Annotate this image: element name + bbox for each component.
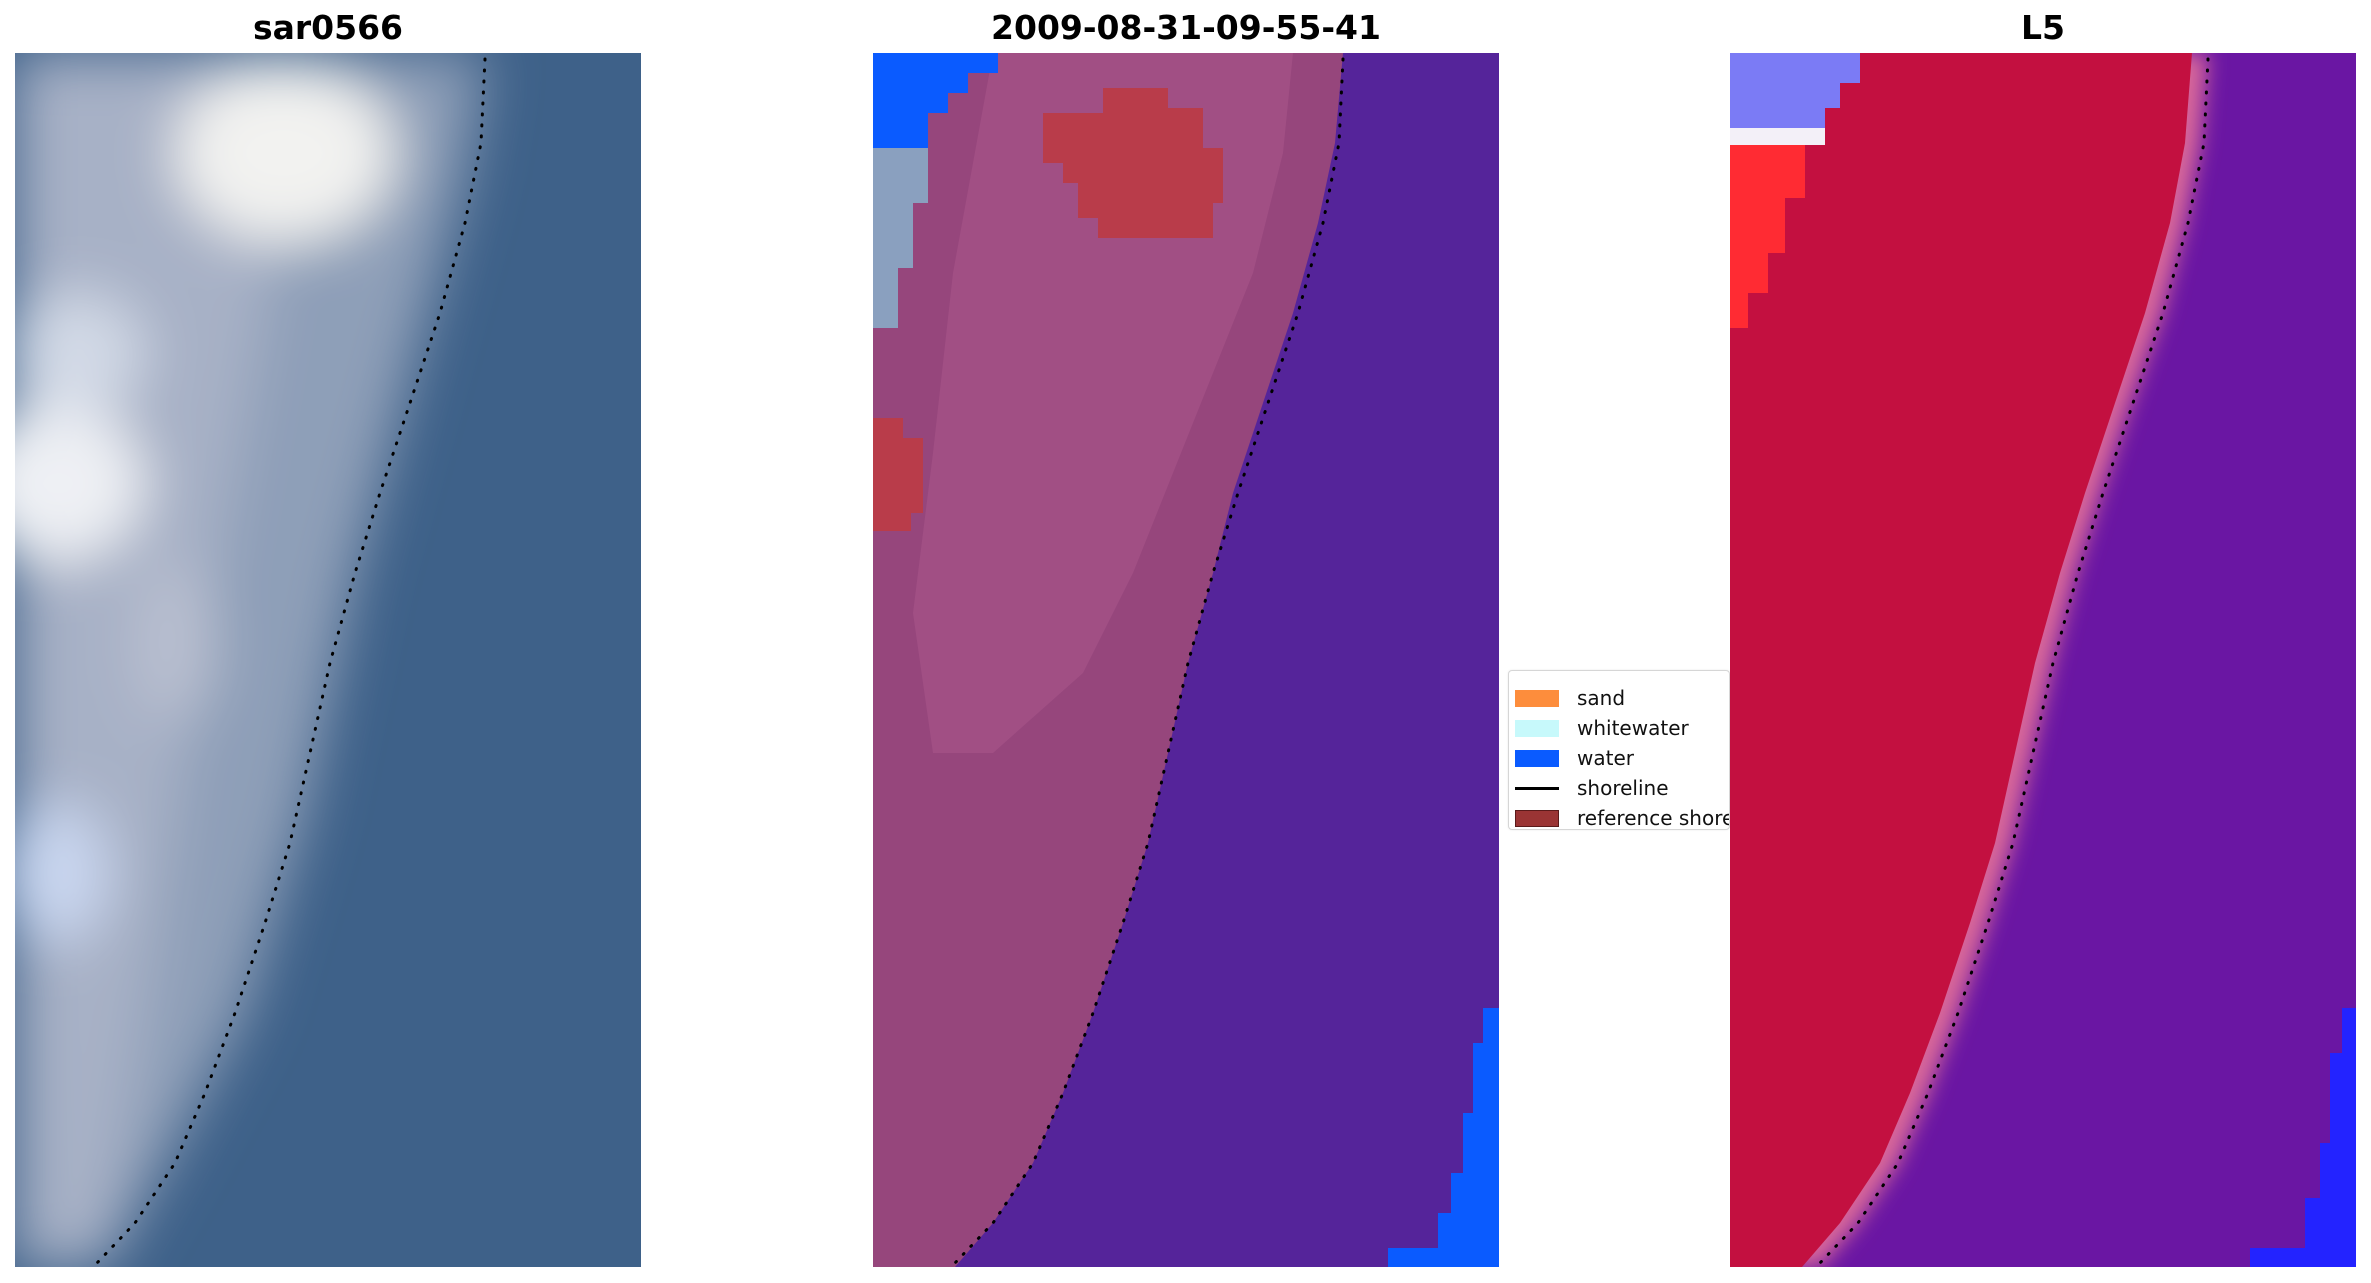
water-pixels-top-left (1730, 53, 1860, 128)
shoreline-dots (1818, 57, 2210, 1265)
panel-title-classified: 2009-08-31-09-55-41 (991, 8, 1381, 47)
whitewater-pixels-top-left (873, 148, 928, 328)
shoreline-dots (953, 57, 1345, 1265)
water-pixels-bottom-right (2250, 1008, 2356, 1267)
legend: sand whitewater water shoreline referenc… (1508, 670, 1730, 830)
legend-label-water: water (1577, 746, 1634, 770)
shoreline-dots (95, 57, 487, 1265)
legend-label-reference-shoreline: reference shoreline (1577, 806, 1729, 830)
red-pixels-top-left (1730, 145, 1805, 328)
classified-image-panel (873, 53, 1499, 1267)
reference-shoreline-patch-left (873, 418, 923, 531)
water-pixels-bottom-right (1388, 1008, 1499, 1267)
panel-title-rgb: sar0566 (252, 8, 404, 47)
water-pixels-top-left (873, 53, 998, 148)
index-image-panel (1730, 53, 2356, 1267)
whitewater-swatch (1515, 719, 1559, 737)
land-index-area (1730, 53, 2192, 1267)
reference-shoreline-patch-top (1043, 88, 1223, 238)
rgb-image-panel (15, 53, 641, 1267)
water-swatch (1515, 749, 1559, 767)
sand-swatch (1515, 689, 1559, 707)
legend-item-shoreline: shoreline (1515, 773, 1669, 803)
legend-item-water: water (1515, 743, 1634, 773)
legend-item-whitewater: whitewater (1515, 713, 1689, 743)
legend-item-reference-shoreline: reference shoreline (1515, 803, 1729, 830)
panel-title-index: L5 (2021, 8, 2065, 47)
index-image (1730, 53, 2356, 1267)
legend-label-shoreline: shoreline (1577, 776, 1669, 800)
shoreline-swatch (1515, 786, 1559, 790)
legend-item-sand: sand (1515, 683, 1625, 713)
legend-label-sand: sand (1577, 686, 1626, 710)
legend-label-whitewater: whitewater (1577, 716, 1689, 740)
classified-image (873, 53, 1499, 1267)
reference-shoreline-swatch (1515, 809, 1559, 827)
rgb-image (15, 53, 641, 1267)
